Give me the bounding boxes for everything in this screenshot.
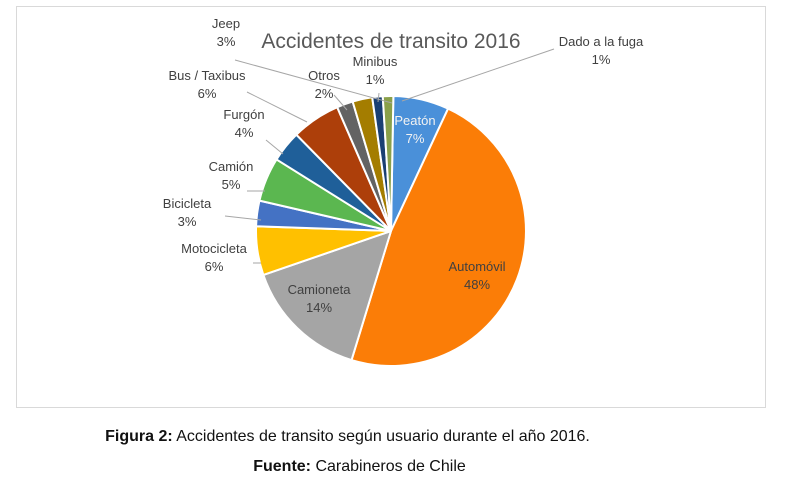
figure-caption: Figura 2: Accidentes de transito según u… <box>0 428 743 446</box>
data-label-pct-bus-taxibus: 6% <box>198 86 217 101</box>
data-label-name-camion: Camión <box>209 159 254 174</box>
data-label-name-dado-a-la-fuga: Dado a la fuga <box>559 34 644 49</box>
leader-line-minibus <box>377 92 380 103</box>
pie-chart: Accidentes de transito 2016 Peatón 7% Autom… <box>163 16 644 367</box>
source-caption-text: Carabineros de Chile <box>311 458 466 475</box>
data-label-pct-motocicleta: 6% <box>205 259 224 274</box>
data-label-pct-dado-a-la-fuga: 1% <box>592 52 611 67</box>
source-caption: Fuente: Carabineros de Chile <box>0 458 755 476</box>
data-label-pct-bicicleta: 3% <box>178 214 197 229</box>
leader-line-furgon <box>265 139 284 155</box>
data-label-name-camioneta: Camioneta <box>288 282 352 297</box>
data-label-name-jeep: Jeep <box>212 16 240 31</box>
data-label-pct-furgon: 4% <box>235 125 254 140</box>
figure-caption-text: Accidentes de transito según usuario dur… <box>172 428 590 445</box>
data-label-pct-camioneta: 14% <box>306 300 332 315</box>
leader-line-jeep <box>234 59 393 104</box>
figure-caption-prefix: Figura 2: <box>105 428 173 445</box>
data-label-name-bicicleta: Bicicleta <box>163 196 212 211</box>
data-label-pct-jeep: 3% <box>217 34 236 49</box>
chart-title: Accidentes de transito 2016 <box>261 30 520 53</box>
leader-line-otros <box>333 94 348 111</box>
data-label-name-furgon: Furgón <box>223 107 264 122</box>
data-label-pct-automovil: 48% <box>464 277 490 292</box>
pie-slice-automovil <box>350 107 527 367</box>
data-label-name-peaton: Peatón <box>394 113 435 128</box>
pie-slices <box>255 94 527 367</box>
leader-line-bus-taxibus <box>246 91 308 123</box>
data-label-name-minibus: Minibus <box>353 54 398 69</box>
chart-frame: Accidentes de transito 2016 Peatón 7% Autom… <box>16 6 766 408</box>
data-label-name-bus-taxibus: Bus / Taxibus <box>168 68 246 83</box>
data-label-pct-minibus: 1% <box>366 72 385 87</box>
data-label-name-motocicleta: Motocicleta <box>181 241 248 256</box>
source-caption-prefix: Fuente: <box>253 458 312 475</box>
leader-line-bicicleta <box>224 215 262 221</box>
data-label-pct-peaton: 7% <box>406 131 425 146</box>
data-label-name-automovil: Automóvil <box>448 259 505 274</box>
data-label-name-otros: Otros <box>308 68 340 83</box>
data-label-pct-otros: 2% <box>315 86 334 101</box>
leader-line-dado-a-la-fuga <box>401 48 555 102</box>
pie-slice-camioneta <box>262 229 393 362</box>
data-label-pct-camion: 5% <box>222 177 241 192</box>
pie-slice-dado-a-la-fuga <box>381 94 395 232</box>
pie-labels: Peatón 7% Automóvil 48% Camioneta 14% Motocicl… <box>163 16 644 315</box>
